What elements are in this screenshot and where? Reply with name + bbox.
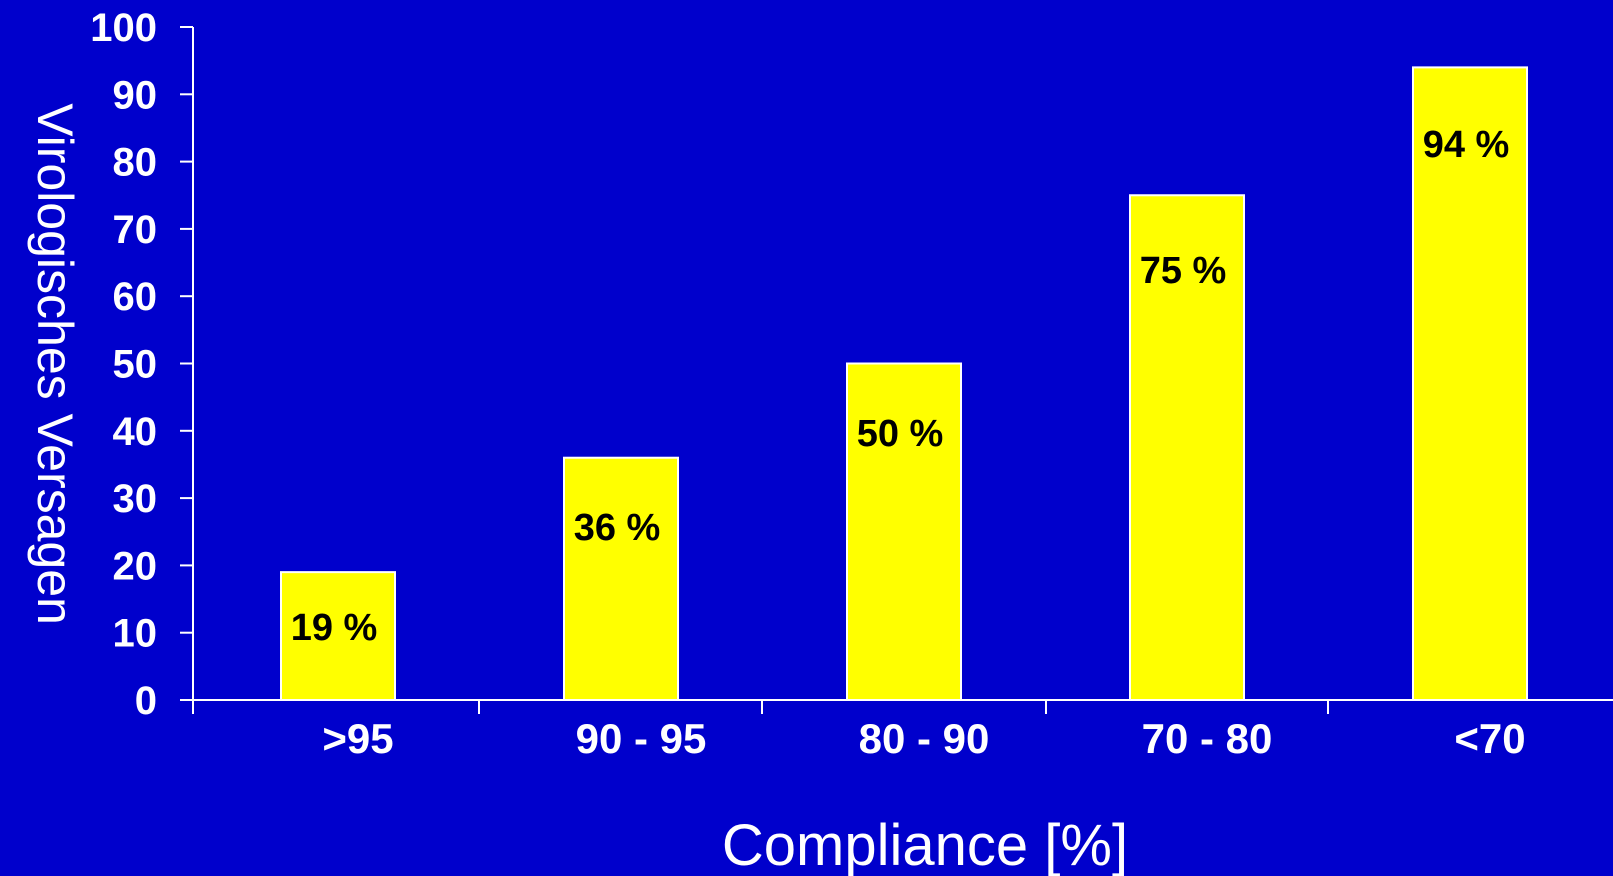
- x-tick-label-1: 90 - 95: [576, 715, 707, 762]
- y-axis-title: Virologisches Versagen: [27, 103, 83, 625]
- y-tick-label-70: 70: [113, 208, 158, 252]
- bar-data-label-0: 19 %: [291, 607, 378, 649]
- y-tick-label-90: 90: [113, 73, 158, 117]
- bar-data-label-3: 75 %: [1140, 250, 1227, 292]
- bar-2: [846, 362, 962, 701]
- x-tick-label-3: 70 - 80: [1142, 715, 1273, 762]
- y-tick-label-100: 100: [90, 6, 157, 50]
- bar-data-label-4: 94 %: [1423, 124, 1510, 166]
- bar-1: [563, 456, 679, 701]
- bar-4: [1412, 66, 1528, 701]
- y-tick-label-60: 60: [113, 275, 158, 319]
- labels-layer: 0 10 20 30 40 50 60 70 80 90 100 >95 90 - 95 80 - 90 7…: [90, 6, 1525, 762]
- bar-3: [1129, 194, 1245, 701]
- x-axis-title: Compliance [%]: [722, 813, 1128, 876]
- y-tick-label-20: 20: [113, 544, 158, 588]
- y-tick-label-40: 40: [113, 410, 158, 454]
- y-tick-label-10: 10: [113, 612, 158, 656]
- bar-data-label-2: 50 %: [857, 413, 944, 455]
- y-tick-label-0: 0: [135, 679, 157, 723]
- y-tick-label-30: 30: [113, 477, 158, 521]
- bar-0: [280, 571, 396, 702]
- bars-layer: [280, 66, 1528, 702]
- axes-layer: [180, 26, 1613, 714]
- y-tick-label-80: 80: [113, 141, 158, 185]
- bar-data-label-1: 36 %: [574, 507, 661, 549]
- y-tick-label-50: 50: [113, 343, 158, 387]
- x-tick-label-0: >95: [322, 715, 393, 762]
- x-tick-label-4: <70: [1454, 715, 1525, 762]
- x-tick-label-2: 80 - 90: [859, 715, 990, 762]
